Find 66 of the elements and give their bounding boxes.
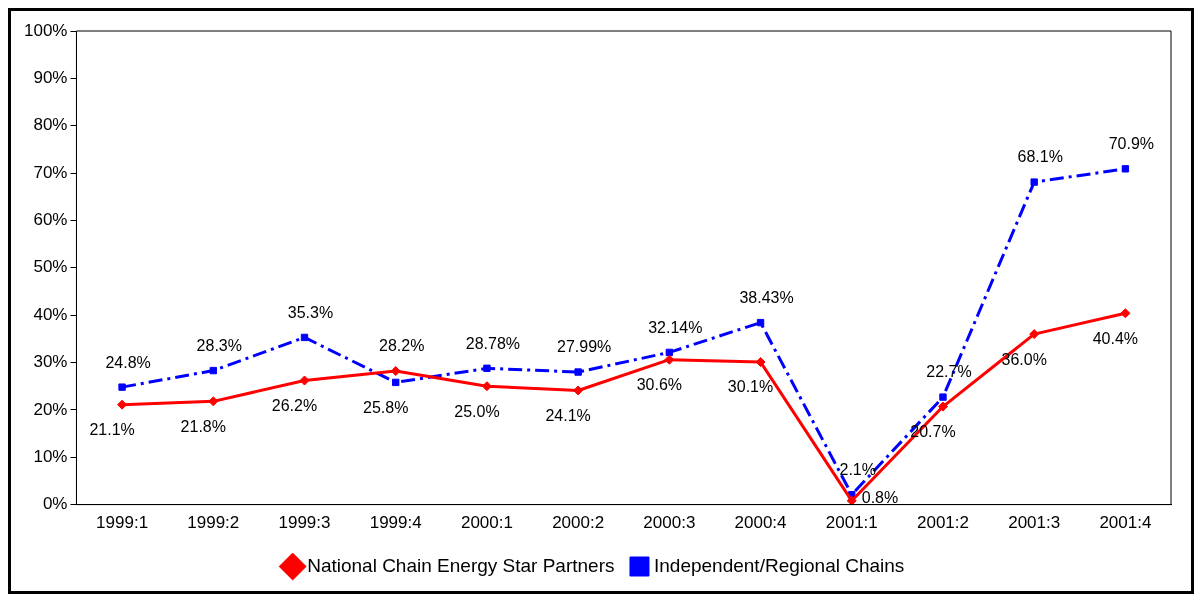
y-tick-label: 20% — [33, 399, 68, 419]
data-label: 25.0% — [454, 402, 500, 420]
x-tick-label: 2000:4 — [734, 513, 787, 533]
x-tick-label: 1999:3 — [278, 513, 331, 533]
data-label: 68.1% — [1017, 148, 1063, 166]
point — [392, 378, 400, 387]
point — [574, 368, 582, 376]
point — [300, 333, 309, 342]
point — [573, 385, 584, 396]
data-label: 36.0% — [1001, 350, 1047, 368]
data-label: 21.8% — [180, 417, 226, 435]
x-tick-label: 1999:4 — [369, 513, 422, 533]
point — [1120, 308, 1131, 319]
data-label: 22.7% — [926, 363, 972, 381]
x-tick-label: 2000:3 — [643, 513, 696, 533]
data-label: 30.6% — [636, 376, 683, 394]
x-tick-label: 2001:3 — [1008, 513, 1061, 533]
x-tick-label: 2001:1 — [825, 513, 878, 533]
y-tick-label: 70% — [33, 162, 68, 182]
data-label: 24.8% — [105, 353, 151, 371]
x-tick-label: 2000:1 — [460, 513, 513, 533]
point — [1121, 165, 1130, 173]
data-label: 21.1% — [89, 421, 135, 439]
y-tick-label: 60% — [33, 210, 68, 230]
point — [1030, 178, 1038, 186]
data-label: 0.8% — [861, 489, 899, 507]
y-tick-label: 50% — [33, 257, 68, 277]
data-label: 30.1% — [727, 378, 774, 396]
y-tick-label: 30% — [33, 352, 68, 372]
y-tick-label: 0% — [42, 494, 68, 514]
point — [937, 401, 948, 412]
y-tick-label: 10% — [33, 446, 68, 466]
x-tick-label: 2001:4 — [1099, 513, 1152, 533]
data-label: 24.1% — [545, 406, 591, 424]
point — [664, 354, 675, 365]
data-label: 40.4% — [1092, 329, 1139, 347]
data-label: 32.14% — [648, 318, 703, 336]
data-label: 70.9% — [1108, 135, 1155, 153]
data-label: 28.78% — [465, 334, 521, 352]
data-label: 27.99% — [557, 338, 612, 356]
y-tick-label: 80% — [33, 115, 68, 135]
point — [939, 393, 947, 401]
point — [756, 318, 765, 327]
x-tick-label: 1999:1 — [96, 513, 149, 533]
x-tick-label: 2001:2 — [916, 513, 969, 533]
data-label: 28.2% — [379, 337, 425, 355]
point — [299, 375, 310, 386]
data-label: 38.43% — [739, 289, 794, 306]
point — [118, 383, 126, 391]
x-tick-label: 2000:2 — [552, 513, 605, 533]
point — [208, 396, 219, 407]
data-label: 26.2% — [271, 396, 318, 414]
y-tick-label: 100% — [24, 20, 68, 40]
data-label: 28.3% — [196, 336, 242, 354]
point — [209, 366, 217, 375]
y-tick-label: 40% — [33, 304, 68, 324]
point — [483, 364, 491, 372]
x-tick-label: 1999:2 — [187, 513, 240, 533]
data-label: 2.1% — [839, 461, 876, 479]
legend-label: National Chain Energy Star Partners — [307, 554, 615, 576]
point — [1029, 329, 1040, 340]
y-tick-label: 90% — [33, 68, 68, 88]
point — [846, 495, 857, 505]
data-label: 25.8% — [363, 398, 409, 416]
data-label: 35.3% — [287, 303, 334, 321]
legend-label: Independent/Regional Chains — [653, 554, 905, 576]
